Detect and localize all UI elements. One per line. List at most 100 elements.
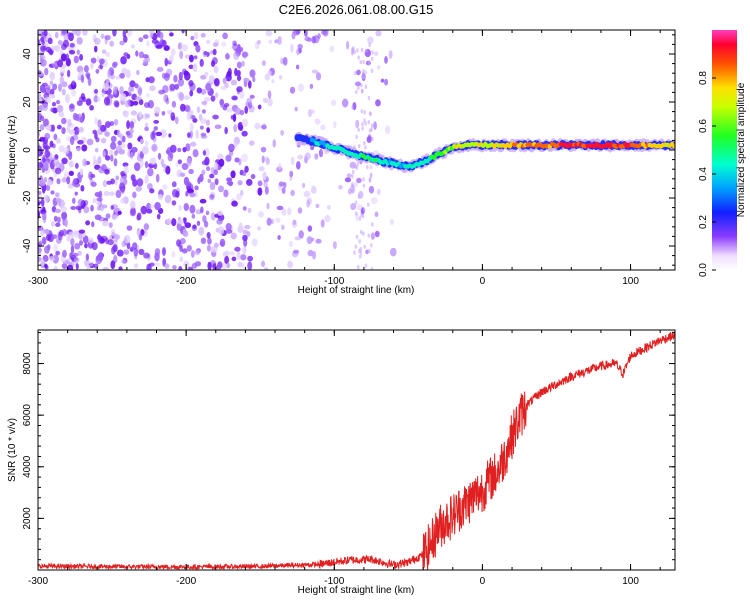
snr-xtick-label: -100 — [324, 576, 344, 587]
noise-dot — [44, 228, 50, 235]
noise-dot — [298, 47, 302, 54]
noise-dot — [144, 122, 149, 127]
noise-dot — [94, 88, 99, 94]
noise-dot — [49, 71, 55, 81]
noise-dot — [114, 101, 120, 108]
noise-dot — [358, 254, 362, 259]
noise-dot — [138, 111, 142, 119]
doppler-trace — [294, 131, 675, 173]
noise-dot — [156, 213, 161, 220]
noise-dot — [94, 45, 98, 53]
noise-dot — [364, 121, 367, 126]
noise-dot — [267, 98, 273, 107]
noise-dot — [368, 42, 371, 48]
noise-dot — [38, 190, 42, 195]
noise-dot — [116, 249, 124, 257]
noise-dot — [162, 184, 168, 190]
noise-dot — [74, 191, 78, 196]
noise-dot — [354, 81, 362, 87]
noise-dot — [361, 122, 364, 127]
noise-dot — [215, 265, 221, 270]
noise-dot — [100, 33, 105, 39]
colorbar-tick-label: 0.0 — [698, 263, 709, 277]
noise-dot — [320, 124, 326, 131]
noise-dot — [234, 67, 238, 77]
noise-dot — [356, 264, 360, 270]
noise-dot — [170, 48, 176, 56]
noise-dot — [79, 240, 84, 246]
noise-dot — [362, 69, 365, 74]
noise-dot — [177, 219, 184, 225]
noise-dot — [198, 113, 203, 121]
noise-dot — [367, 95, 371, 101]
noise-dot — [375, 30, 382, 37]
noise-dot — [75, 113, 80, 122]
snr-xtick-label: -200 — [176, 576, 196, 587]
noise-dot — [236, 75, 242, 82]
noise-dot — [193, 32, 199, 40]
noise-dot — [178, 71, 183, 81]
noise-dot — [239, 189, 244, 196]
noise-dot — [204, 220, 209, 228]
noise-dot — [54, 208, 62, 214]
noise-dot — [258, 166, 265, 172]
noise-dot — [50, 107, 56, 113]
noise-dot — [261, 60, 266, 66]
noise-dot — [144, 140, 149, 147]
noise-dot — [265, 157, 270, 165]
noise-dot — [147, 99, 155, 109]
noise-dot — [298, 230, 304, 239]
noise-dot — [262, 97, 269, 104]
noise-dot — [177, 42, 182, 50]
noise-dot — [70, 245, 75, 254]
noise-dot — [216, 218, 223, 225]
noise-dot — [70, 205, 76, 210]
noise-dot — [135, 186, 143, 192]
noise-dot — [181, 162, 189, 171]
noise-dot — [47, 37, 53, 45]
noise-dot — [205, 210, 210, 216]
noise-dot — [262, 171, 267, 181]
noise-dot — [355, 134, 358, 140]
noise-dot — [70, 238, 75, 246]
noise-dot — [115, 75, 121, 80]
noise-dot — [191, 262, 198, 269]
noise-dot — [149, 32, 154, 39]
noise-dot — [74, 242, 81, 250]
noise-dot — [53, 215, 58, 222]
noise-dot — [212, 114, 219, 120]
noise-dot — [53, 265, 58, 270]
noise-dot — [221, 262, 227, 270]
noise-dot — [368, 178, 372, 183]
noise-dot — [281, 187, 286, 194]
noise-dot — [233, 124, 237, 133]
noise-dot — [157, 194, 164, 200]
noise-dot — [169, 144, 177, 153]
noise-dot — [186, 113, 192, 121]
noise-dot — [226, 107, 233, 113]
noise-dot — [192, 149, 199, 158]
noise-dot — [225, 154, 232, 162]
noise-dot — [217, 210, 223, 216]
noise-dot — [311, 69, 319, 74]
noise-dot — [200, 118, 207, 124]
noise-dot — [73, 256, 80, 263]
noise-dot — [367, 60, 371, 65]
noise-dot — [196, 220, 201, 226]
noise-dot — [132, 178, 138, 187]
noise-dot — [51, 102, 57, 107]
noise-dot — [143, 252, 150, 259]
noise-dot — [153, 126, 158, 131]
noise-dot — [341, 98, 349, 108]
noise-dot — [148, 76, 155, 84]
noise-dot — [72, 197, 76, 204]
noise-dot — [200, 206, 204, 214]
noise-dot — [115, 189, 122, 199]
noise-dot — [92, 197, 97, 204]
noise-dot — [203, 97, 211, 102]
noise-dot — [38, 104, 43, 112]
noise-dot — [105, 51, 110, 58]
noise-dot — [99, 237, 106, 244]
spectrogram-ytick-label: 40 — [22, 48, 33, 60]
noise-dot — [168, 133, 172, 138]
